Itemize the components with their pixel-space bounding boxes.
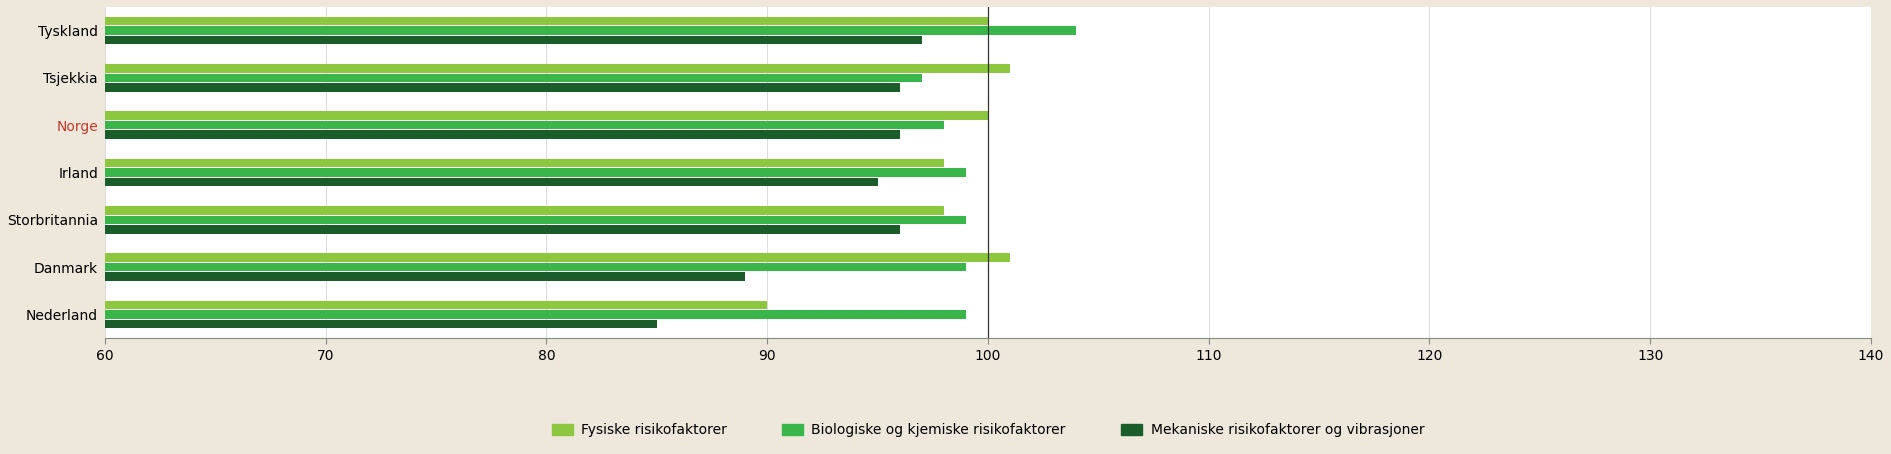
Bar [0,36,921,44]
Bar [0,216,966,224]
Bar [0,112,987,120]
Bar [0,26,1076,35]
Bar [0,206,944,215]
Bar [0,168,966,177]
Bar [0,225,900,233]
Bar [0,178,877,186]
Bar [0,64,1010,73]
Bar [0,159,944,168]
Bar [0,272,745,281]
Bar [0,74,921,82]
Bar [0,320,656,328]
Bar [0,301,768,309]
Bar [0,263,966,271]
Bar [0,17,987,25]
Bar [0,310,966,319]
Legend: Fysiske risikofaktorer, Biologiske og kjemiske risikofaktorer, Mekaniske risikof: Fysiske risikofaktorer, Biologiske og kj… [546,418,1430,443]
Bar [0,130,900,139]
Bar [0,253,1010,262]
Bar [0,121,944,129]
Bar [0,83,900,92]
